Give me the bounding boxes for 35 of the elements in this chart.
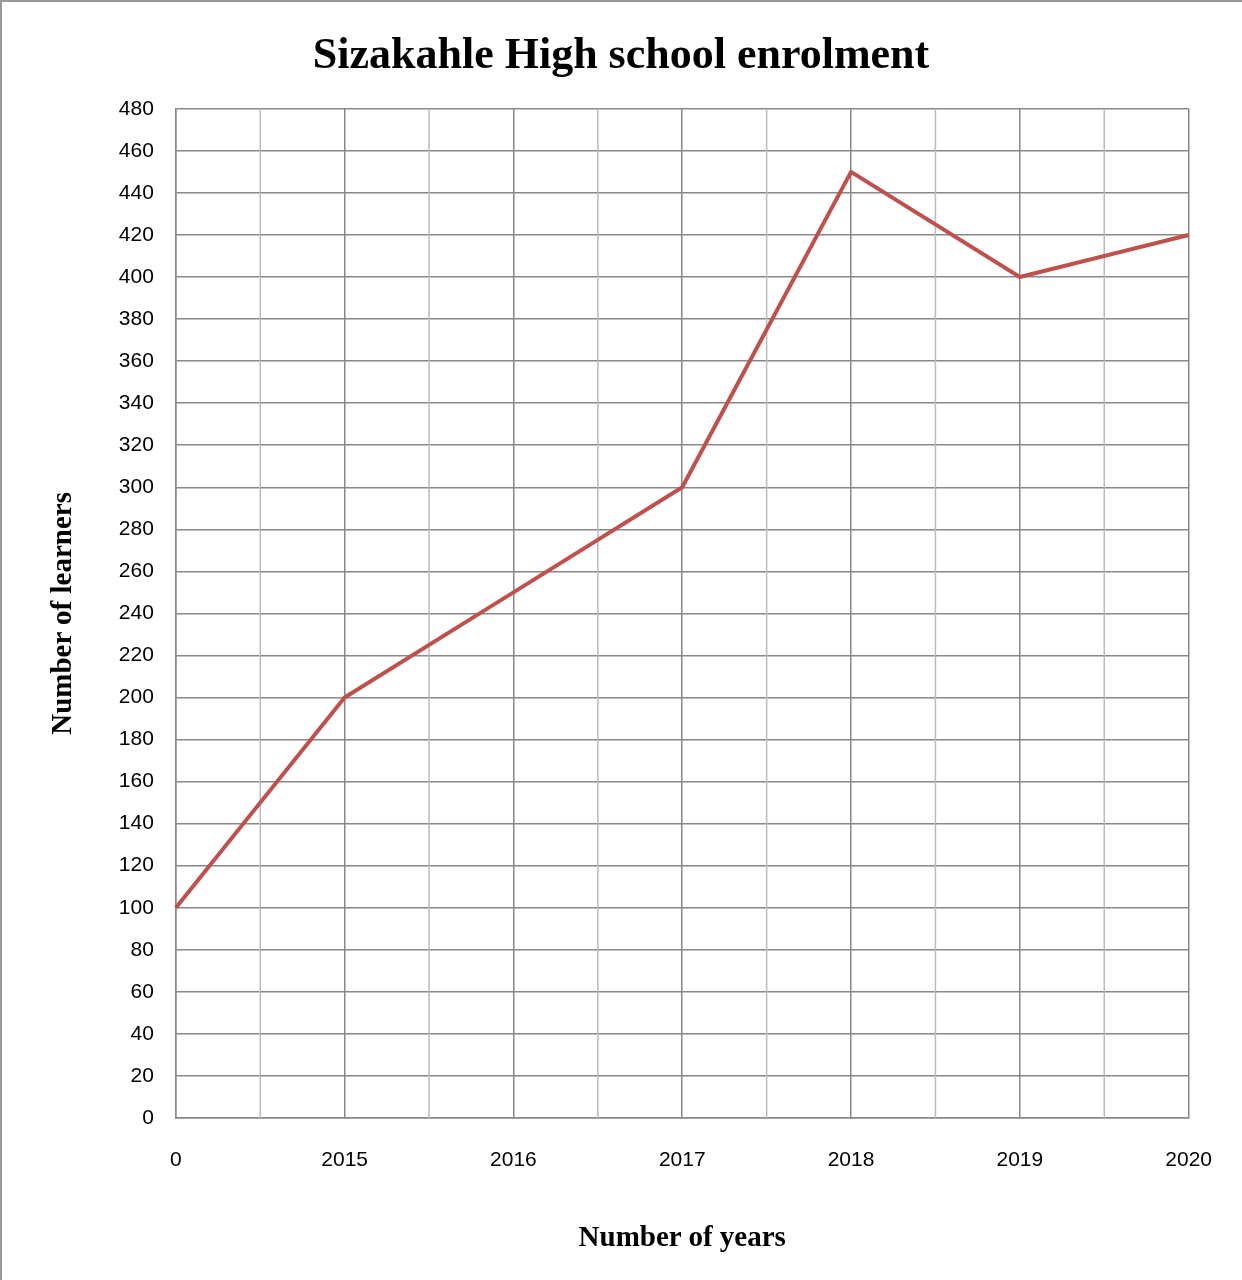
y-tick-label: 200 xyxy=(118,684,154,708)
x-axis-title: Number of years xyxy=(578,1220,786,1253)
y-tick-label: 180 xyxy=(118,726,154,750)
y-tick-label: 280 xyxy=(118,516,154,540)
y-tick-label: 300 xyxy=(118,474,154,498)
y-tick-label: 160 xyxy=(118,768,154,792)
y-tick-label: 360 xyxy=(118,347,154,371)
x-tick-label: 0 xyxy=(169,1147,182,1171)
y-tick-label: 80 xyxy=(130,936,154,960)
y-tick-label: 220 xyxy=(118,642,154,666)
y-tick-label: 40 xyxy=(130,1020,154,1044)
x-tick-label: 2017 xyxy=(658,1147,706,1171)
x-tick-label: 2018 xyxy=(827,1147,875,1171)
y-tick-label: 60 xyxy=(130,978,154,1002)
y-tick-label: 240 xyxy=(118,600,154,624)
y-tick-label: 140 xyxy=(118,810,154,834)
y-tick-label: 340 xyxy=(118,389,154,413)
y-tick-label: 260 xyxy=(118,558,154,582)
y-tick-label: 400 xyxy=(118,263,154,287)
y-tick-label: 460 xyxy=(118,137,154,161)
y-tick-label: 20 xyxy=(130,1062,154,1086)
y-tick-label: 0 xyxy=(142,1104,154,1128)
chart-title: Sizakahle High school enrolment xyxy=(312,28,930,78)
y-axis-title: Number of learners xyxy=(44,492,77,735)
y-tick-label: 100 xyxy=(118,894,154,918)
y-tick-label: 120 xyxy=(118,852,154,876)
y-tick-label: 440 xyxy=(118,179,154,203)
y-tick-label: 380 xyxy=(118,305,154,329)
x-tick-label: 2020 xyxy=(1165,1147,1212,1171)
x-tick-label: 2016 xyxy=(490,1147,537,1171)
x-tick-label: 2015 xyxy=(321,1147,368,1171)
x-tick-label: 2019 xyxy=(996,1147,1044,1171)
y-tick-label: 320 xyxy=(118,432,154,455)
y-tick-label: 420 xyxy=(118,221,154,245)
y-tick-label: 480 xyxy=(118,95,154,119)
